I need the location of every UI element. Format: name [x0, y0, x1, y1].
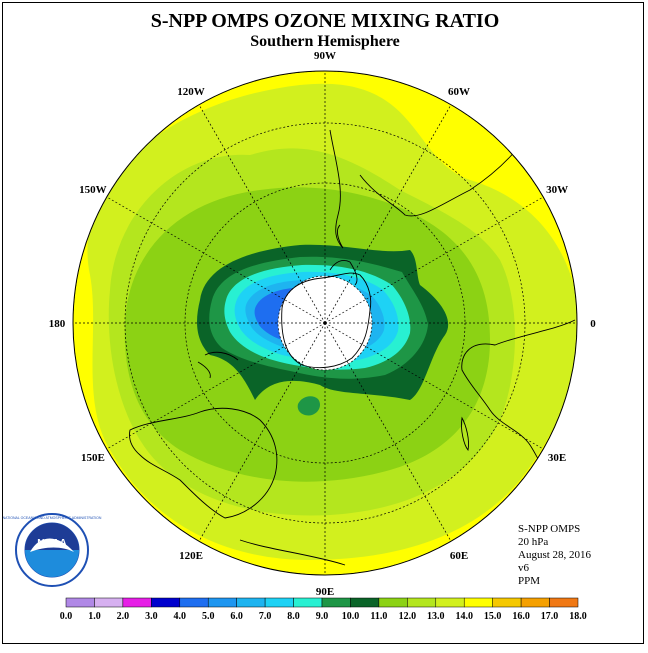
colorbar-tick-label: 7.0: [259, 611, 272, 622]
colorbar-tick-label: 15.0: [484, 611, 502, 622]
noaa-logo-ring-text: NATIONAL OCEANIC AND ATMOSPHERIC ADMINIS…: [3, 516, 102, 520]
longitude-label: 30E: [548, 452, 566, 464]
map-boundary: [72, 70, 578, 576]
meridian-line: [324, 104, 452, 324]
colorbar-tick-label: 3.0: [145, 611, 158, 622]
longitude-label: 120W: [177, 86, 205, 98]
south-pole-dot: [323, 321, 327, 325]
colorbar: 0.0 1.0 2.0 3.0 4.0 5.0 6.0 7.0 8.0 9.0 10.0 11.0 12…: [60, 597, 587, 622]
colorbar-tick-label: 4.0: [174, 611, 187, 622]
contour-blob: [297, 396, 320, 416]
longitude-label: 60E: [450, 550, 468, 562]
colorbar-tick-label: 1.0: [88, 611, 101, 622]
noaa-logo-bird: [30, 538, 74, 552]
coastlines: [129, 109, 576, 566]
polar-map: [73, 71, 577, 575]
coast-africa: [461, 319, 576, 473]
meridian-line: [106, 322, 326, 450]
meridian-line: [324, 196, 544, 324]
latitude-circle: [277, 275, 373, 371]
longitude-label: 90W: [314, 50, 336, 62]
meridian-line: [198, 104, 326, 324]
longitude-label: 120E: [179, 550, 203, 562]
map-title: S-NPP OMPS OZONE MIXING RATIO: [151, 10, 500, 32]
colorbar-tick-label: 12.0: [399, 611, 417, 622]
info-block: S-NPP OMPS 20 hPa August 28, 2016 v6 PPM: [518, 523, 592, 587]
colorbar-swatch: [549, 597, 579, 608]
coast-indian-islands: [239, 539, 346, 566]
longitude-label: 0: [590, 318, 596, 330]
colorbar-tick-label: 16.0: [512, 611, 530, 622]
longitude-label: 30W: [546, 184, 568, 196]
colorbar-tick-label: 8.0: [287, 611, 300, 622]
colorbar-tick-label: 5.0: [202, 611, 215, 622]
meridian-line: [324, 322, 544, 450]
figure-border: [2, 2, 644, 644]
info-version: v6: [518, 562, 530, 574]
colorbar-tick-label: 14.0: [455, 611, 473, 622]
longitude-label: 60W: [448, 86, 470, 98]
colorbar-tick-label: 10.0: [342, 611, 360, 622]
colorbar-tick-label: 18.0: [569, 611, 587, 622]
meridian-line: [324, 322, 452, 542]
coast-new-zealand: [197, 351, 239, 379]
longitude-label: 150W: [79, 184, 107, 196]
colorbar-tick-label: 6.0: [230, 611, 243, 622]
longitude-label: 180: [49, 318, 66, 330]
map-subtitle: Southern Hemisphere: [250, 33, 399, 50]
noaa-logo: NOAA NATIONAL OCEANIC AND ATMOSPHERIC AD…: [3, 513, 102, 587]
colorbar-tick-label: 11.0: [370, 611, 387, 622]
colorbar-tick-label: 2.0: [117, 611, 130, 622]
meridian-line: [106, 196, 326, 324]
colorbar-tick-label: 0.0: [60, 611, 73, 622]
colorbar-tick-label: 9.0: [316, 611, 329, 622]
info-instrument: S-NPP OMPS: [518, 523, 580, 535]
meridian-line: [198, 322, 326, 542]
noaa-logo-text: NOAA: [37, 538, 66, 549]
info-units: PPM: [518, 575, 540, 587]
colorbar-tick-label: 17.0: [541, 611, 559, 622]
info-date: August 28, 2016: [518, 549, 592, 561]
info-level: 20 hPa: [518, 536, 548, 548]
longitude-labels: 90W 60W 30W 0 30E 60E 90E 120E 150E 180 150W 120W: [49, 50, 597, 598]
graticule: [73, 71, 577, 575]
longitude-label: 90E: [316, 586, 334, 598]
colorbar-tick-label: 13.0: [427, 611, 445, 622]
noaa-logo-sea: [25, 550, 79, 577]
coast-madagascar: [461, 416, 469, 452]
longitude-label: 150E: [81, 452, 105, 464]
coast-australia: [129, 407, 278, 519]
